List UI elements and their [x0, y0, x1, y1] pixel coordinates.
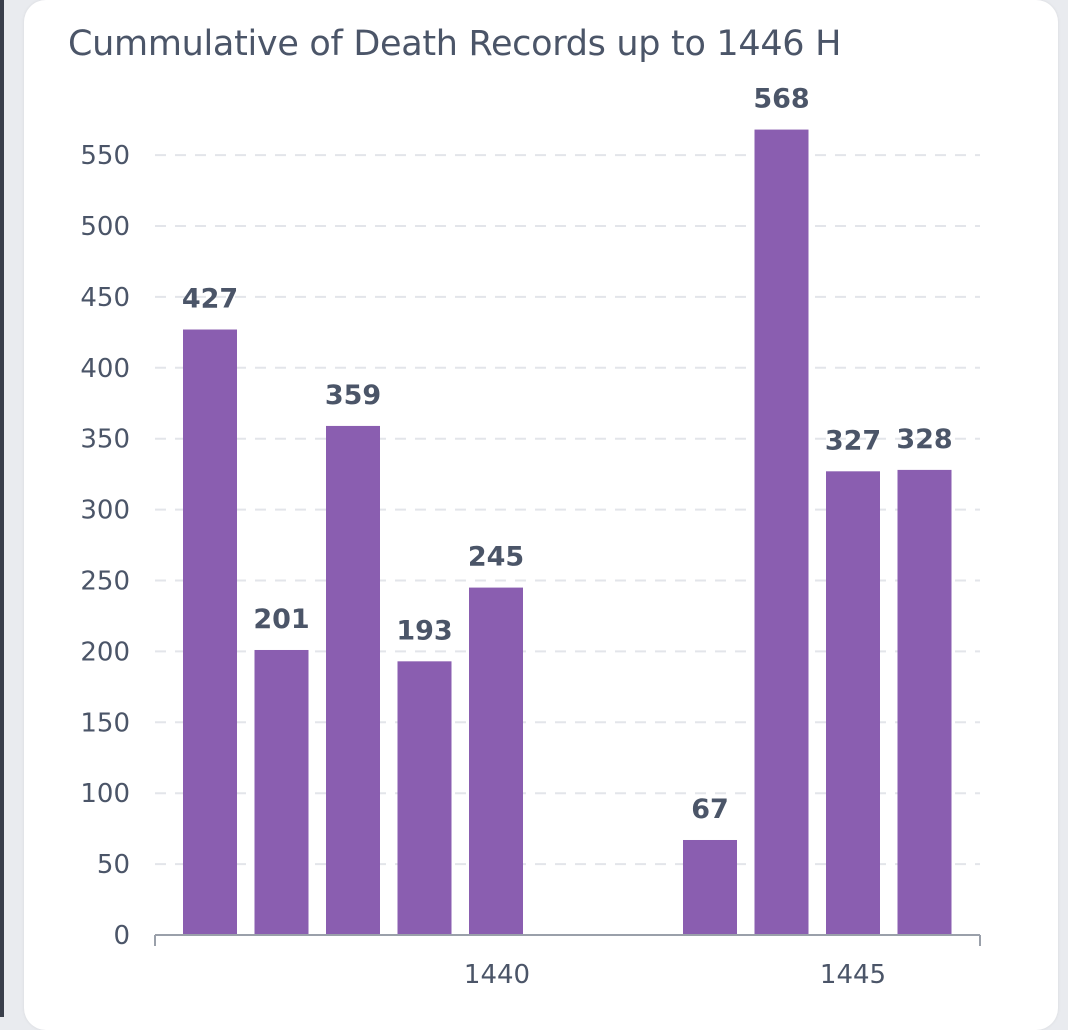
bars [183, 129, 952, 936]
x-axis [154, 934, 981, 946]
x-tick-label: 1440 [464, 960, 530, 990]
y-tick-label: 450 [80, 283, 130, 313]
y-axis-ticks: 0 50 100 150 200 250 300 350 400 450 500 550 [80, 141, 130, 951]
y-tick-label: 350 [80, 425, 130, 455]
bar [254, 649, 309, 935]
y-tick-label: 300 [80, 496, 130, 526]
data-labels: 427 201 359 193 245 67 568 327 328 [182, 84, 953, 825]
y-tick-label: 150 [80, 708, 130, 738]
window-edge [0, 0, 4, 1017]
x-tick-label: 1445 [820, 960, 886, 990]
bar [469, 587, 523, 935]
bar [183, 329, 237, 935]
bar [754, 129, 809, 936]
y-tick-label: 550 [80, 141, 130, 171]
bar-value-label: 327 [825, 425, 881, 456]
y-tick-label: 50 [97, 850, 130, 880]
bar-value-label: 67 [691, 794, 729, 825]
y-tick-label: 0 [113, 921, 130, 951]
bar-value-label: 568 [753, 84, 809, 115]
y-tick-label: 500 [80, 212, 130, 242]
bar [326, 425, 380, 935]
bar-value-label: 359 [325, 380, 381, 411]
y-tick-label: 400 [80, 354, 130, 384]
chart-title: Cummulative of Death Records up to 1446 … [68, 24, 842, 64]
bar-value-label: 245 [468, 542, 524, 573]
bar-value-label: 427 [182, 284, 238, 315]
bar [397, 661, 452, 935]
y-tick-label: 250 [80, 567, 130, 597]
y-tick-label: 100 [80, 779, 130, 809]
bar-value-label: 328 [896, 424, 952, 455]
bar [683, 839, 737, 935]
bar-value-label: 201 [253, 604, 309, 635]
bar [897, 469, 952, 935]
bar-value-label: 193 [396, 615, 452, 646]
bar [826, 471, 880, 935]
x-axis-ticks: 1440 1445 [464, 960, 886, 990]
y-tick-label: 200 [80, 637, 130, 667]
